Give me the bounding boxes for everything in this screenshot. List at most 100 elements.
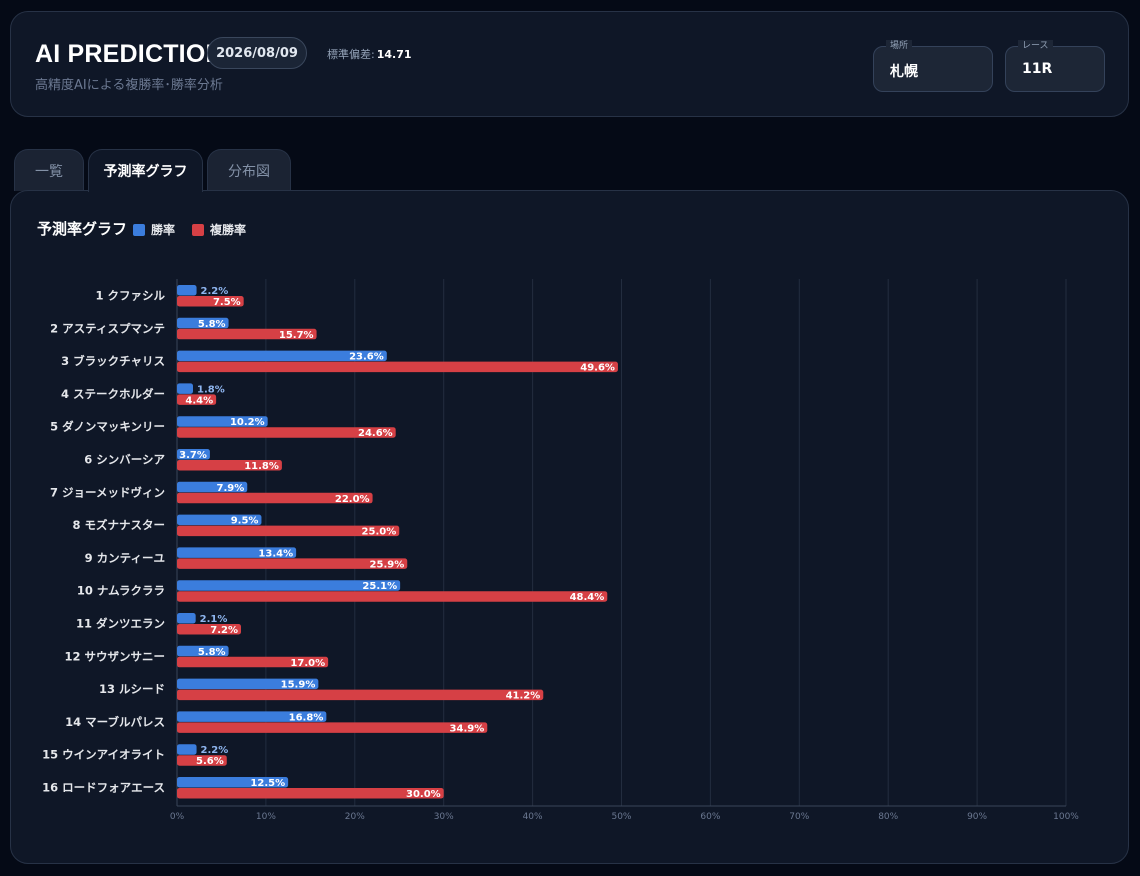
bar-win [177,645,229,657]
y-category-label: 11 ダンツエラン [76,617,165,631]
bar-win [177,317,229,329]
app-title: AI PREDICTION [35,40,224,68]
bar-place [177,525,400,537]
bar-win [177,481,248,493]
app-subtitle: 高精度AIによる複勝率･勝率分析 [35,78,223,93]
bar-win [177,383,194,394]
data-label-place: 49.6% [580,363,615,374]
race-select[interactable]: レース 11R [1005,40,1105,92]
data-label-win: 16.8% [289,712,324,723]
y-category-label: 13 ルシード [99,682,165,696]
x-tick-label: 60% [700,812,720,822]
data-label-place: 25.0% [362,527,397,538]
bar-win [177,514,262,526]
data-label-win: 3.7% [179,450,207,461]
x-tick-label: 70% [789,812,809,822]
bar-place [177,328,317,340]
y-category-label: 9 カンティーユ [85,551,165,565]
bar-place [177,788,444,799]
data-label-place: 30.0% [406,789,441,800]
data-label-win: 1.8% [197,384,225,395]
bar-win [177,744,197,755]
venue-select[interactable]: 場所 札幌 [873,40,993,92]
data-label-place: 25.9% [370,559,405,570]
data-label-place: 7.5% [213,297,241,308]
legend-win[interactable]: 勝率 [133,221,175,238]
x-tick-label: 0% [170,812,185,822]
x-tick-label: 10% [256,812,276,822]
data-label-place: 48.4% [570,592,605,603]
data-label-place: 17.0% [290,658,325,669]
legend-place-label: 複勝率 [210,223,247,237]
bar-win [177,777,289,788]
race-value: 11R [1022,61,1053,77]
bar-place [177,427,396,438]
tab-list[interactable]: 一覧 [14,149,84,191]
tab-distribution[interactable]: 分布図 [207,149,291,191]
stddev-readout: 標準偏差: 14.71 [327,46,412,62]
bar-win [177,350,387,362]
x-tick-label: 30% [434,812,454,822]
venue-label: 場所 [886,40,913,52]
header-card: AI PREDICTION 2026/08/09 標準偏差: 14.71 高精度A… [10,11,1129,117]
legend-place[interactable]: 複勝率 [192,221,246,238]
chart-panel: 予測率グラフ 勝率 複勝率 0% 10% 20% 30% 40% 50% 60% 70% 80%… [10,190,1129,864]
data-label-place: 11.8% [244,461,279,472]
y-category-label: 2 アスティスプマンテ [50,321,165,335]
legend-place-swatch [192,223,204,236]
bar-place [177,361,618,373]
y-category-label: 16 ロードフォアエース [42,781,165,795]
bar-place [177,722,488,733]
bar-place [177,492,373,504]
data-label-win: 10.2% [230,417,265,428]
bar-place [177,591,608,602]
data-label-place: 24.6% [358,428,393,439]
y-category-label: 7 ジョーメッドヴィン [50,485,165,499]
data-label-win: 13.4% [258,548,293,559]
x-tick-label: 50% [611,812,631,822]
y-category-label: 1 クファシル [95,289,165,303]
data-label-win: 2.2% [201,286,229,297]
y-category-label: 15 ウインアイオライト [42,748,165,762]
bar-win [177,580,401,591]
y-category-label: 10 ナムラクララ [77,584,165,598]
data-label-place: 7.2% [210,625,238,636]
bar-win [177,547,297,558]
data-label-win: 9.5% [231,516,259,527]
bar-place [177,624,242,635]
data-label-place: 41.2% [506,691,541,702]
data-label-win: 2.1% [200,614,228,625]
tab-prediction-chart[interactable]: 予測率グラフ [88,149,203,192]
x-tick-label: 20% [345,812,365,822]
data-label-win: 15.9% [281,680,316,691]
legend-win-label: 勝率 [151,223,176,237]
x-tick-label: 90% [967,812,987,822]
bar-place [177,689,544,701]
venue-value: 札幌 [890,64,918,80]
stddev-value: 14.71 [376,48,412,61]
bar-place [177,460,282,471]
data-label-win: 5.8% [198,647,226,658]
bar-win [177,678,319,690]
bar-win [177,613,196,624]
bar-place [177,656,329,668]
y-category-label: 3 ブラックチャリス [61,354,165,368]
x-tick-label: 80% [878,812,898,822]
data-label-place: 5.6% [196,756,224,767]
x-tick-label: 100% [1053,812,1079,822]
race-label: レース [1018,40,1053,52]
data-label-win: 2.2% [201,745,229,756]
y-category-label: 12 サウザンサニー [64,649,165,663]
data-label-place: 15.7% [279,330,314,341]
x-tick-label: 40% [523,812,543,822]
legend-win-swatch [133,223,145,236]
bar-place [177,296,244,307]
bar-place [177,394,217,405]
bar-win [177,285,197,296]
data-label-win: 12.5% [250,778,285,789]
data-label-win: 5.8% [198,319,226,330]
date-badge[interactable]: 2026/08/09 [207,37,307,69]
y-category-label: 8 モズナナスター [72,518,165,532]
data-label-place: 22.0% [335,494,370,505]
y-category-label: 5 ダノンマッキンリー [50,420,165,434]
